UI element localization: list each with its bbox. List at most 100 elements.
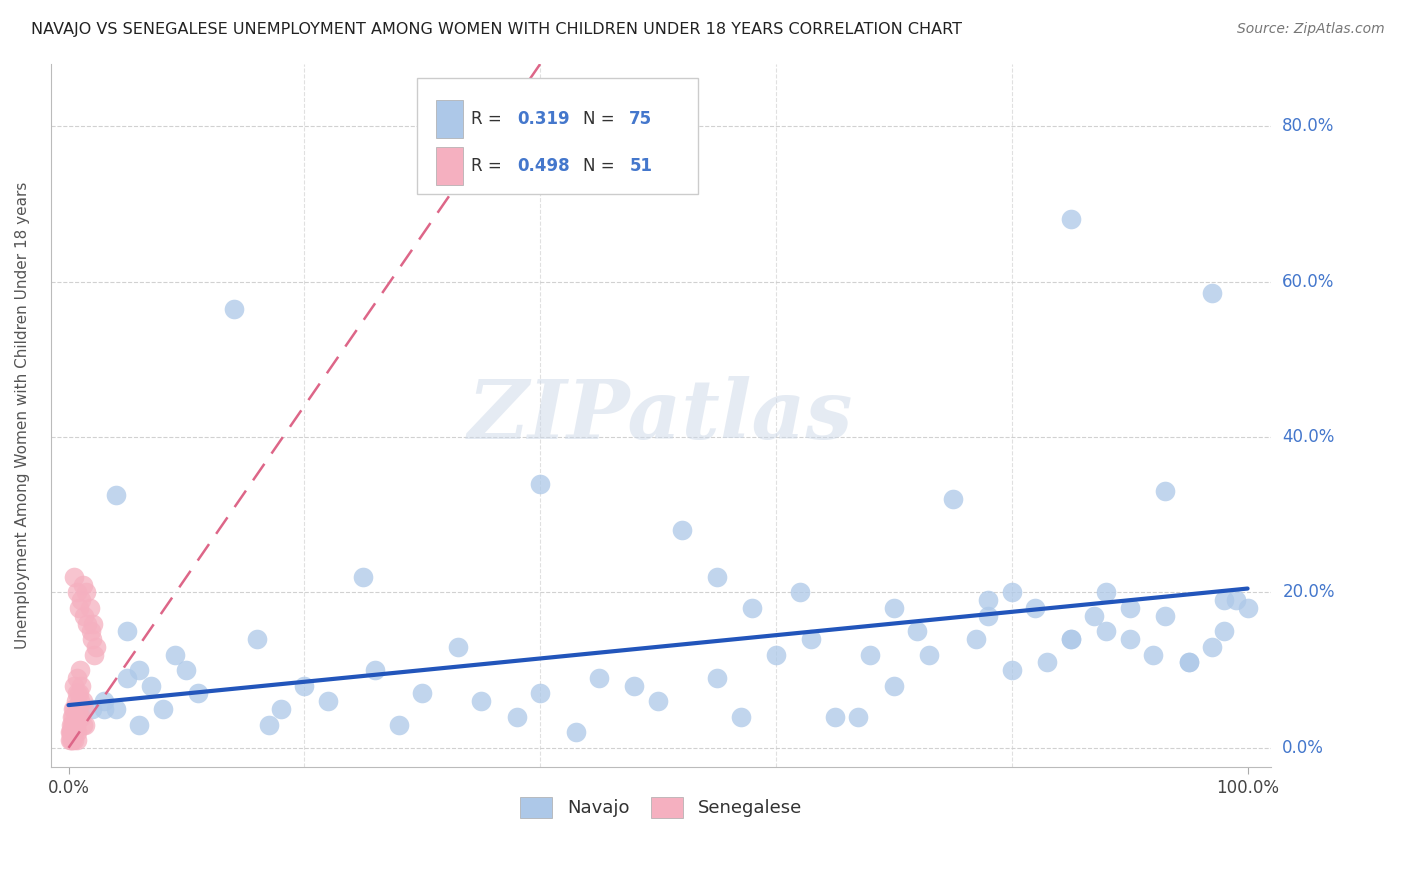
Point	[59, 725, 82, 739]
Point	[257, 717, 280, 731]
Point	[60, 717, 83, 731]
Point	[63, 702, 86, 716]
Text: 40.0%: 40.0%	[1282, 428, 1334, 446]
Y-axis label: Unemployment Among Women with Children Under 18 years: Unemployment Among Women with Children U…	[15, 182, 30, 649]
Point	[1201, 640, 1223, 654]
Text: 0.0%: 0.0%	[1282, 739, 1324, 756]
Point	[62, 717, 84, 731]
Point	[62, 710, 84, 724]
Point	[859, 648, 882, 662]
Point	[139, 679, 162, 693]
Point	[59, 725, 82, 739]
Point	[529, 686, 551, 700]
Point	[671, 523, 693, 537]
Point	[623, 679, 645, 693]
Point	[59, 717, 82, 731]
Point	[117, 624, 139, 639]
Point	[70, 679, 93, 693]
Point	[63, 717, 86, 731]
Point	[446, 640, 468, 654]
Point	[741, 601, 763, 615]
Point	[977, 608, 1000, 623]
Point	[82, 616, 104, 631]
Point	[66, 686, 89, 700]
Bar	[436, 100, 464, 138]
Point	[1225, 593, 1247, 607]
Point	[65, 717, 87, 731]
Point	[1095, 624, 1118, 639]
Bar	[436, 146, 464, 186]
Point	[1060, 632, 1083, 646]
Point	[82, 632, 104, 646]
Point	[66, 733, 89, 747]
Text: 0.319: 0.319	[517, 110, 569, 128]
Point	[1118, 601, 1140, 615]
Point	[72, 717, 94, 731]
Point	[73, 717, 96, 731]
Point	[128, 717, 150, 731]
Point	[60, 725, 83, 739]
Point	[62, 702, 84, 716]
Point	[70, 710, 93, 724]
Point	[104, 488, 127, 502]
Point	[1118, 632, 1140, 646]
Point	[65, 710, 87, 724]
Point	[63, 679, 86, 693]
Point	[824, 710, 846, 724]
Legend: Navajo, Senegalese: Navajo, Senegalese	[513, 789, 810, 825]
Point	[352, 570, 374, 584]
Point	[977, 593, 1000, 607]
Point	[270, 702, 292, 716]
Point	[1154, 484, 1177, 499]
Point	[79, 601, 101, 615]
Point	[1236, 601, 1258, 615]
Point	[66, 725, 89, 739]
Point	[66, 671, 89, 685]
Point	[76, 616, 98, 631]
Point	[69, 663, 91, 677]
Point	[907, 624, 929, 639]
Point	[470, 694, 492, 708]
Point	[292, 679, 315, 693]
Point	[1060, 632, 1083, 646]
Point	[364, 663, 387, 677]
Point	[1060, 212, 1083, 227]
Point	[706, 570, 728, 584]
Point	[73, 608, 96, 623]
Text: Source: ZipAtlas.com: Source: ZipAtlas.com	[1237, 22, 1385, 37]
Point	[1001, 663, 1024, 677]
Point	[1024, 601, 1046, 615]
Text: N =: N =	[583, 157, 620, 175]
Point	[80, 624, 103, 639]
Point	[1213, 624, 1236, 639]
Point	[883, 601, 905, 615]
Point	[1036, 656, 1059, 670]
Point	[246, 632, 269, 646]
Point	[1177, 656, 1199, 670]
Point	[1154, 608, 1177, 623]
Point	[63, 733, 86, 747]
Point	[59, 733, 82, 747]
Point	[316, 694, 339, 708]
Point	[505, 710, 527, 724]
Point	[65, 694, 87, 708]
Point	[529, 476, 551, 491]
Point	[67, 601, 90, 615]
Point	[84, 640, 107, 654]
Point	[82, 702, 104, 716]
Point	[72, 577, 94, 591]
Point	[411, 686, 433, 700]
Point	[1177, 656, 1199, 670]
Point	[1001, 585, 1024, 599]
Point	[1142, 648, 1164, 662]
Point	[83, 648, 105, 662]
Point	[72, 694, 94, 708]
Text: 51: 51	[630, 157, 652, 175]
Text: 75: 75	[630, 110, 652, 128]
Point	[222, 301, 245, 316]
Point	[62, 725, 84, 739]
Point	[69, 694, 91, 708]
Point	[63, 725, 86, 739]
Point	[388, 717, 411, 731]
Point	[67, 686, 90, 700]
